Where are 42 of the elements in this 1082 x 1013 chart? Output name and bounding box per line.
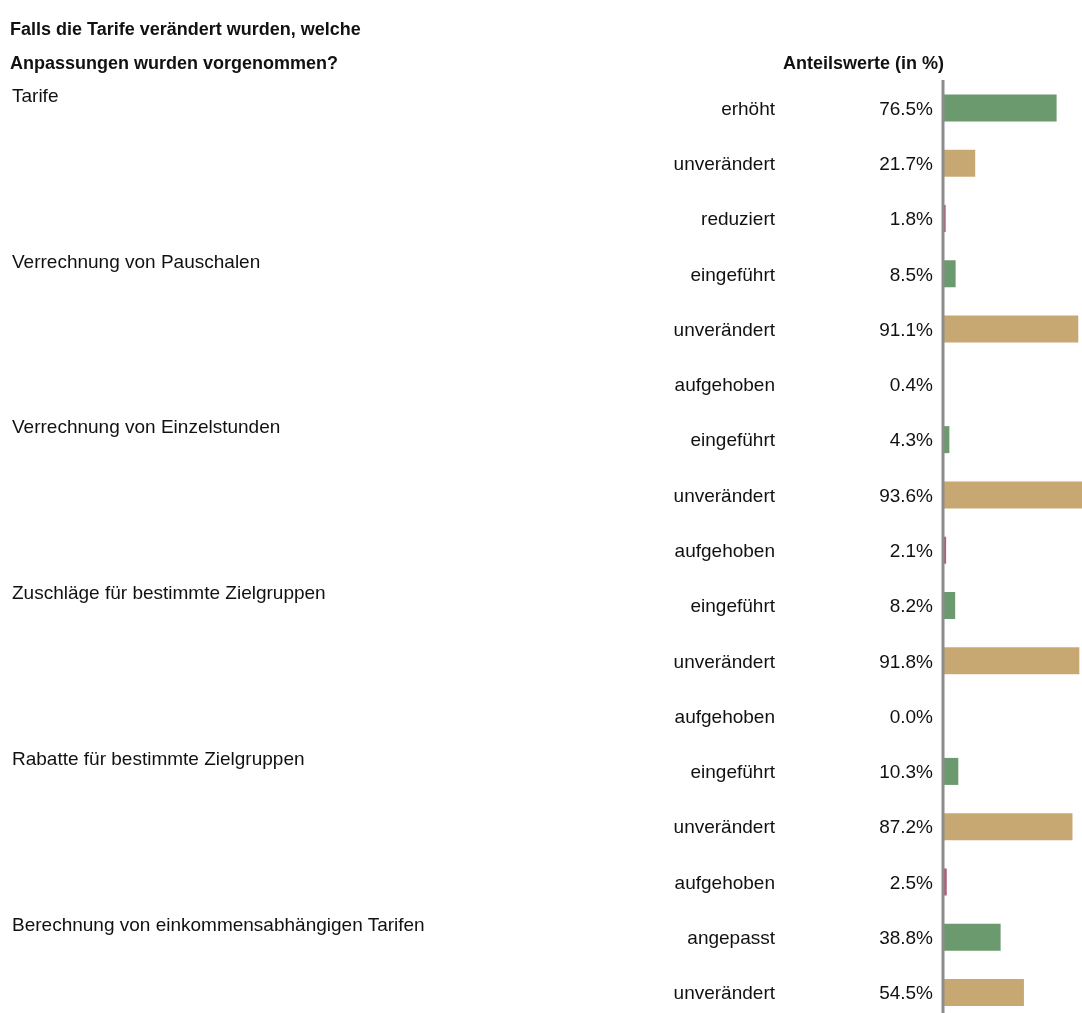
data-label: 2.1%	[889, 540, 934, 561]
text: Falls die Tarife verändert wurden, welche Anpassungen wurden vorgenommen?	[10, 18, 362, 75]
y-tick-label: eingeführt	[690, 761, 776, 783]
data-label: 91.8%	[879, 650, 934, 672]
data-label: 8.5%	[889, 263, 934, 285]
data-label: 54.5%	[879, 982, 934, 1004]
y-tick-label: unverändert	[673, 982, 776, 1004]
data-label: 0.0%	[889, 705, 934, 727]
data-label: 10.3%	[879, 761, 934, 783]
y-tick-label: unverändert	[673, 318, 776, 340]
data-label: 8.2%	[889, 595, 934, 617]
text: Rabatte für bestimmte Zielgruppen	[12, 748, 305, 770]
y-tick-label: eingeführt	[690, 429, 776, 451]
y-tick-label: erhöht	[721, 97, 776, 119]
text: Tarife	[12, 84, 59, 106]
y-tick-label: unverändert	[673, 650, 776, 672]
x-axis-title: Anteilswerte (in %)	[783, 52, 945, 75]
data-label: 21.7%	[879, 152, 934, 174]
y-tick-label: reduziert	[701, 208, 776, 230]
y-tick-label: eingeführt	[690, 263, 776, 285]
y-tick-label: angepasst	[687, 927, 776, 949]
text: Zuschläge für bestimmte Zielgruppen	[12, 582, 326, 604]
data-label: 2.5%	[889, 871, 934, 893]
data-label: 87.2%	[879, 816, 934, 838]
y-tick-label: unverändert	[673, 152, 776, 174]
y-tick-label: unverändert	[673, 484, 776, 506]
data-label: 93.6%	[879, 484, 934, 506]
data-label: 91.1%	[879, 318, 934, 340]
y-tick-label: aufgehoben	[674, 705, 775, 727]
y-tick-label: eingeführt	[690, 595, 776, 617]
text: Verrechnung von Einzelstunden	[12, 416, 281, 438]
data-label: 1.8%	[889, 208, 934, 230]
y-tick-label: aufgehoben	[674, 540, 775, 561]
data-label: 4.3%	[889, 429, 934, 451]
data-label: 38.8%	[879, 927, 934, 949]
text: Verrechnung von Pauschalen	[12, 250, 261, 272]
data-label: 0.4%	[889, 374, 934, 396]
y-tick-label: aufgehoben	[674, 871, 775, 893]
y-tick-label: aufgehoben	[674, 374, 775, 396]
y-tick-label: unverändert	[673, 816, 776, 838]
text: Berechnung von einkommensabhängigen Tarifen	[12, 914, 425, 936]
data-label: 76.5%	[879, 97, 934, 119]
